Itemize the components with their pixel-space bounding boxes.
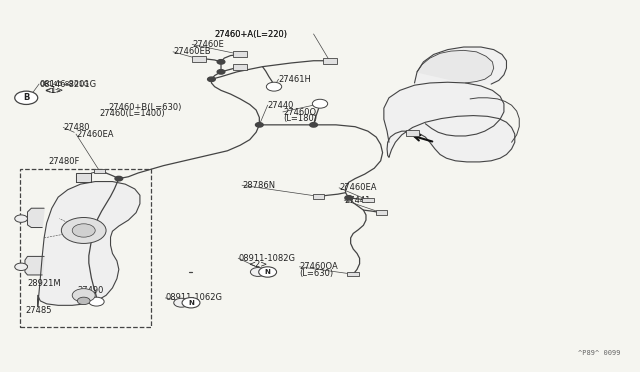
Text: 27490: 27490 — [77, 286, 104, 295]
Bar — [323, 58, 337, 64]
Circle shape — [310, 123, 317, 127]
Text: (L=630): (L=630) — [300, 269, 333, 278]
Bar — [313, 194, 324, 199]
Text: 27480: 27480 — [63, 123, 90, 132]
Circle shape — [15, 263, 28, 270]
Circle shape — [89, 297, 104, 306]
Bar — [233, 51, 247, 57]
Bar — [20, 169, 151, 327]
Circle shape — [250, 267, 266, 276]
Text: B: B — [23, 93, 29, 102]
Circle shape — [217, 60, 225, 64]
Bar — [376, 211, 387, 215]
Polygon shape — [25, 256, 44, 275]
Text: 27460(L=1400): 27460(L=1400) — [100, 109, 165, 118]
Bar — [406, 131, 419, 136]
Text: 27460EA: 27460EA — [339, 183, 377, 192]
Circle shape — [72, 289, 95, 302]
Bar — [233, 64, 247, 70]
Polygon shape — [384, 82, 504, 142]
Bar — [348, 272, 359, 276]
Text: 27460Q: 27460Q — [283, 108, 316, 117]
Text: 08911-1062G: 08911-1062G — [166, 294, 223, 302]
Text: 28921M: 28921M — [28, 279, 61, 288]
Text: 27441: 27441 — [344, 196, 371, 205]
Bar — [191, 56, 205, 62]
Text: 08146-8201G: 08146-8201G — [39, 81, 89, 87]
Text: 27460+B(L=630): 27460+B(L=630) — [108, 103, 181, 112]
Circle shape — [207, 77, 215, 81]
Polygon shape — [28, 208, 44, 228]
Text: 27460EB: 27460EB — [173, 47, 211, 56]
Circle shape — [15, 91, 38, 105]
Polygon shape — [415, 47, 506, 84]
Text: 27461H: 27461H — [278, 75, 312, 84]
Text: <1>: <1> — [44, 86, 63, 95]
Circle shape — [182, 298, 200, 308]
Text: 08146-8201G: 08146-8201G — [39, 80, 96, 89]
Circle shape — [217, 70, 225, 74]
Text: 27485: 27485 — [25, 306, 51, 315]
Text: 27460+A(L=220): 27460+A(L=220) — [214, 29, 287, 39]
Text: (L=180): (L=180) — [283, 114, 317, 123]
Circle shape — [312, 99, 328, 108]
Circle shape — [77, 297, 90, 305]
Bar — [94, 169, 106, 173]
Circle shape — [61, 218, 106, 243]
Text: 27460+A(L=220): 27460+A(L=220) — [214, 29, 287, 39]
Bar — [362, 198, 374, 202]
Polygon shape — [76, 173, 92, 182]
Circle shape — [72, 224, 95, 237]
Text: <2>: <2> — [248, 260, 268, 269]
Circle shape — [266, 82, 282, 91]
Text: 27460OA: 27460OA — [300, 262, 339, 271]
Text: <1>: <1> — [172, 300, 191, 309]
Circle shape — [173, 298, 189, 307]
Circle shape — [345, 196, 353, 200]
Text: 28786N: 28786N — [242, 181, 275, 190]
Text: 27480F: 27480F — [49, 157, 80, 166]
Circle shape — [259, 267, 276, 277]
Circle shape — [115, 176, 123, 181]
Text: N: N — [265, 269, 271, 275]
Circle shape — [15, 215, 28, 222]
Text: 27460EA: 27460EA — [76, 129, 113, 139]
Circle shape — [255, 123, 263, 127]
Polygon shape — [38, 182, 140, 307]
Text: ^P89^ 0099: ^P89^ 0099 — [578, 350, 620, 356]
Text: 27460E: 27460E — [192, 40, 224, 49]
Polygon shape — [417, 50, 493, 83]
Polygon shape — [387, 116, 515, 162]
Text: 27440: 27440 — [268, 101, 294, 110]
Text: 08911-1082G: 08911-1082G — [238, 254, 295, 263]
Text: <1>: <1> — [44, 88, 61, 94]
Text: N: N — [188, 300, 194, 306]
